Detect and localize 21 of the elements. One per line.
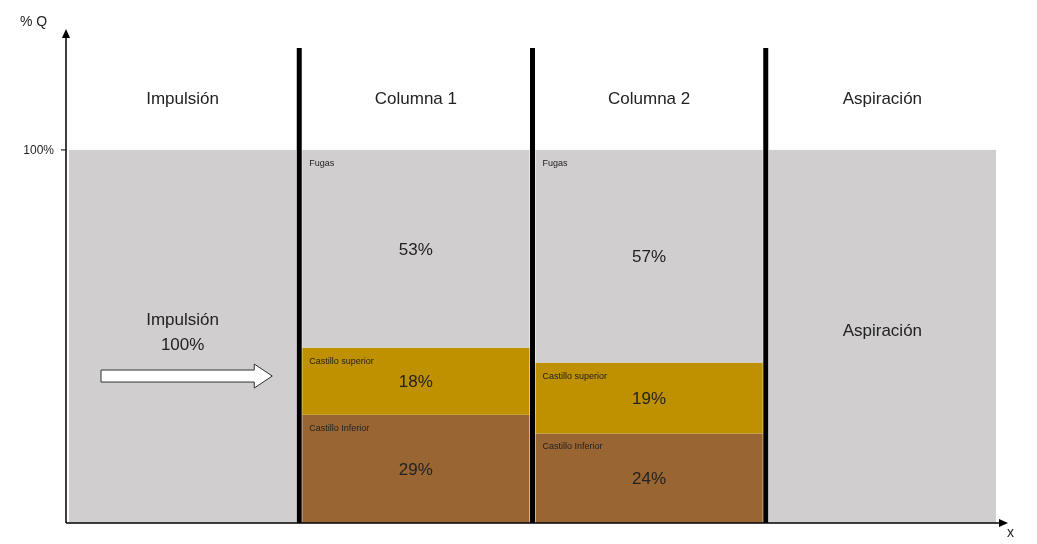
series-label: Castillo superior	[309, 355, 374, 366]
x-tick-label: Aspiración	[842, 89, 923, 108]
text: Castillo superior	[542, 370, 608, 381]
series-label: Fugas	[309, 157, 335, 168]
data-label: 57%	[632, 247, 667, 267]
text: Castillo Inferior	[542, 441, 603, 452]
y-axis-title: % Q	[20, 13, 48, 29]
data-label: 19%	[632, 389, 667, 409]
annotation: Impulsión	[146, 310, 220, 330]
x-tick-label: Columna 2	[608, 89, 691, 108]
data-label: 24%	[632, 469, 667, 489]
series-label: Castillo Inferior	[309, 422, 370, 433]
data-label: 53%	[398, 239, 433, 259]
x-tick-label: Columna 1	[374, 89, 457, 108]
text: Fugas	[542, 157, 568, 168]
data-label: 29%	[398, 459, 433, 479]
x-tick-label: Impulsión	[146, 89, 220, 108]
data-label: 100%	[160, 335, 205, 355]
data-label: 18%	[398, 372, 433, 392]
annotation: Aspiración	[842, 321, 923, 341]
x-axis-title: x	[1007, 524, 1014, 540]
